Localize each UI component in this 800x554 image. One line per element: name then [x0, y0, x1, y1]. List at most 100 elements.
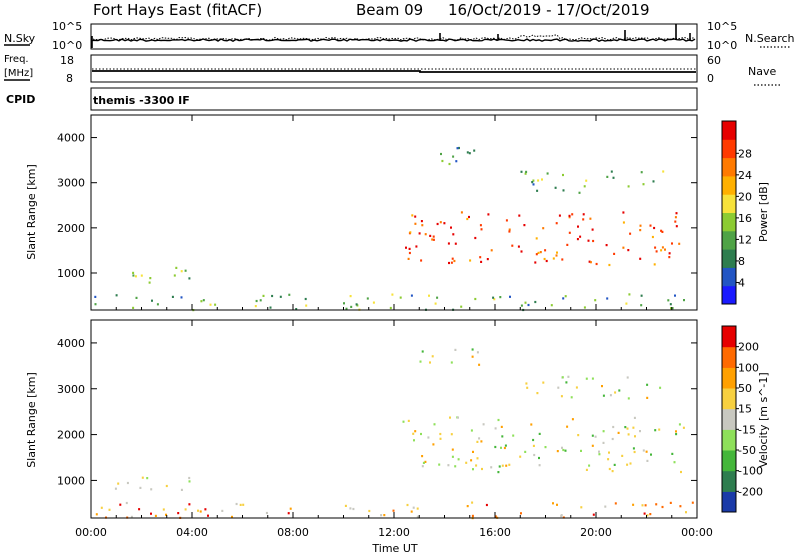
data-cell: [535, 253, 538, 256]
data-cell: [279, 295, 282, 298]
data-cell: [439, 221, 442, 224]
data-cell: [108, 508, 111, 511]
data-cell: [608, 263, 611, 267]
data-cell: [413, 439, 415, 442]
data-cell: [180, 488, 183, 491]
data-cell: [536, 189, 539, 192]
nave-label: Nave: [748, 65, 776, 78]
data-cell: [177, 512, 180, 515]
data-cell: [545, 259, 548, 263]
data-cell: [642, 183, 645, 186]
cpid-value: themis -3300 IF: [93, 94, 190, 107]
colorbar-frame: [721, 325, 737, 513]
data-cell: [508, 463, 511, 466]
data-cell: [405, 246, 407, 249]
data-cell: [450, 433, 453, 436]
data-cell: [421, 350, 424, 353]
data-cell: [269, 306, 272, 309]
data-cell: [150, 488, 153, 491]
data-cell: [661, 505, 664, 509]
colorbar-segment: [722, 388, 736, 410]
data-cell: [539, 251, 542, 254]
data-cell: [474, 236, 477, 240]
data-cell: [592, 513, 595, 516]
data-cell: [200, 300, 203, 303]
data-cell: [583, 185, 586, 188]
data-cell: [482, 423, 485, 426]
data-cell: [675, 225, 678, 228]
colorbar-segment: [722, 367, 736, 389]
data-cell: [162, 508, 165, 511]
data-cell: [207, 514, 209, 517]
data-cell: [490, 466, 493, 469]
data-cell: [571, 213, 574, 216]
data-cell: [561, 446, 563, 449]
data-cell: [621, 454, 624, 457]
power-plot-area: [91, 115, 697, 310]
colorbar-tick-label: -200: [738, 485, 763, 498]
data-cell: [562, 189, 565, 192]
data-cell: [568, 216, 571, 219]
data-cell: [450, 226, 452, 229]
data-cell: [519, 455, 522, 458]
data-cell: [209, 303, 212, 306]
data-cell: [582, 218, 585, 221]
data-cell: [471, 514, 474, 517]
data-cell: [497, 471, 500, 474]
data-cell: [154, 514, 157, 517]
data-cell: [668, 256, 671, 259]
data-cell: [355, 303, 358, 306]
data-cell: [451, 448, 454, 451]
data-cell: [612, 176, 615, 179]
data-cell: [629, 232, 632, 235]
data-cell: [682, 426, 685, 429]
data-cell: [457, 458, 460, 461]
data-cell: [664, 248, 666, 251]
data-cell: [420, 259, 423, 262]
data-cell: [471, 501, 474, 504]
data-cell: [265, 511, 268, 515]
data-cell: [632, 503, 635, 506]
data-cell: [611, 470, 614, 473]
x-tick-label: 00:00: [681, 526, 713, 539]
data-cell: [408, 247, 411, 250]
data-cell: [585, 468, 588, 471]
data-cell: [389, 306, 392, 310]
data-cell: [455, 160, 458, 163]
data-cell: [114, 487, 117, 490]
data-cell: [685, 511, 687, 514]
data-cell: [148, 281, 151, 284]
data-cell: [518, 214, 521, 217]
data-cell: [410, 294, 413, 297]
colorbar-segment: [722, 326, 736, 348]
y-tick-label: 4000: [57, 337, 85, 350]
colorbar-segment: [722, 346, 736, 368]
data-cell: [609, 394, 612, 397]
data-cell: [550, 304, 553, 307]
data-cell: [566, 243, 569, 246]
data-cell: [667, 299, 670, 302]
data-cell: [460, 211, 463, 214]
colorbar-tick-label: 24: [738, 169, 752, 182]
data-cell: [214, 303, 217, 306]
colorbar-segment: [722, 249, 736, 268]
data-cell: [476, 440, 479, 443]
data-cell: [589, 261, 592, 264]
data-cell: [608, 451, 610, 454]
data-cell: [197, 509, 199, 512]
data-cell: [349, 507, 352, 510]
data-cell: [434, 302, 437, 305]
data-cell: [366, 297, 369, 300]
colorbar-tick-label: 28: [738, 147, 752, 160]
data-cell: [671, 452, 674, 455]
data-cell: [411, 214, 414, 217]
velocity-y-axis-label: Slant Range [km]: [25, 372, 38, 468]
data-cell: [448, 162, 451, 166]
data-cell: [524, 172, 527, 175]
data-cell: [472, 468, 474, 471]
data-cell: [345, 307, 348, 310]
nsearch-trace: [91, 34, 696, 41]
data-cell: [594, 299, 597, 302]
data-cell: [490, 249, 493, 252]
data-cell: [605, 244, 608, 247]
